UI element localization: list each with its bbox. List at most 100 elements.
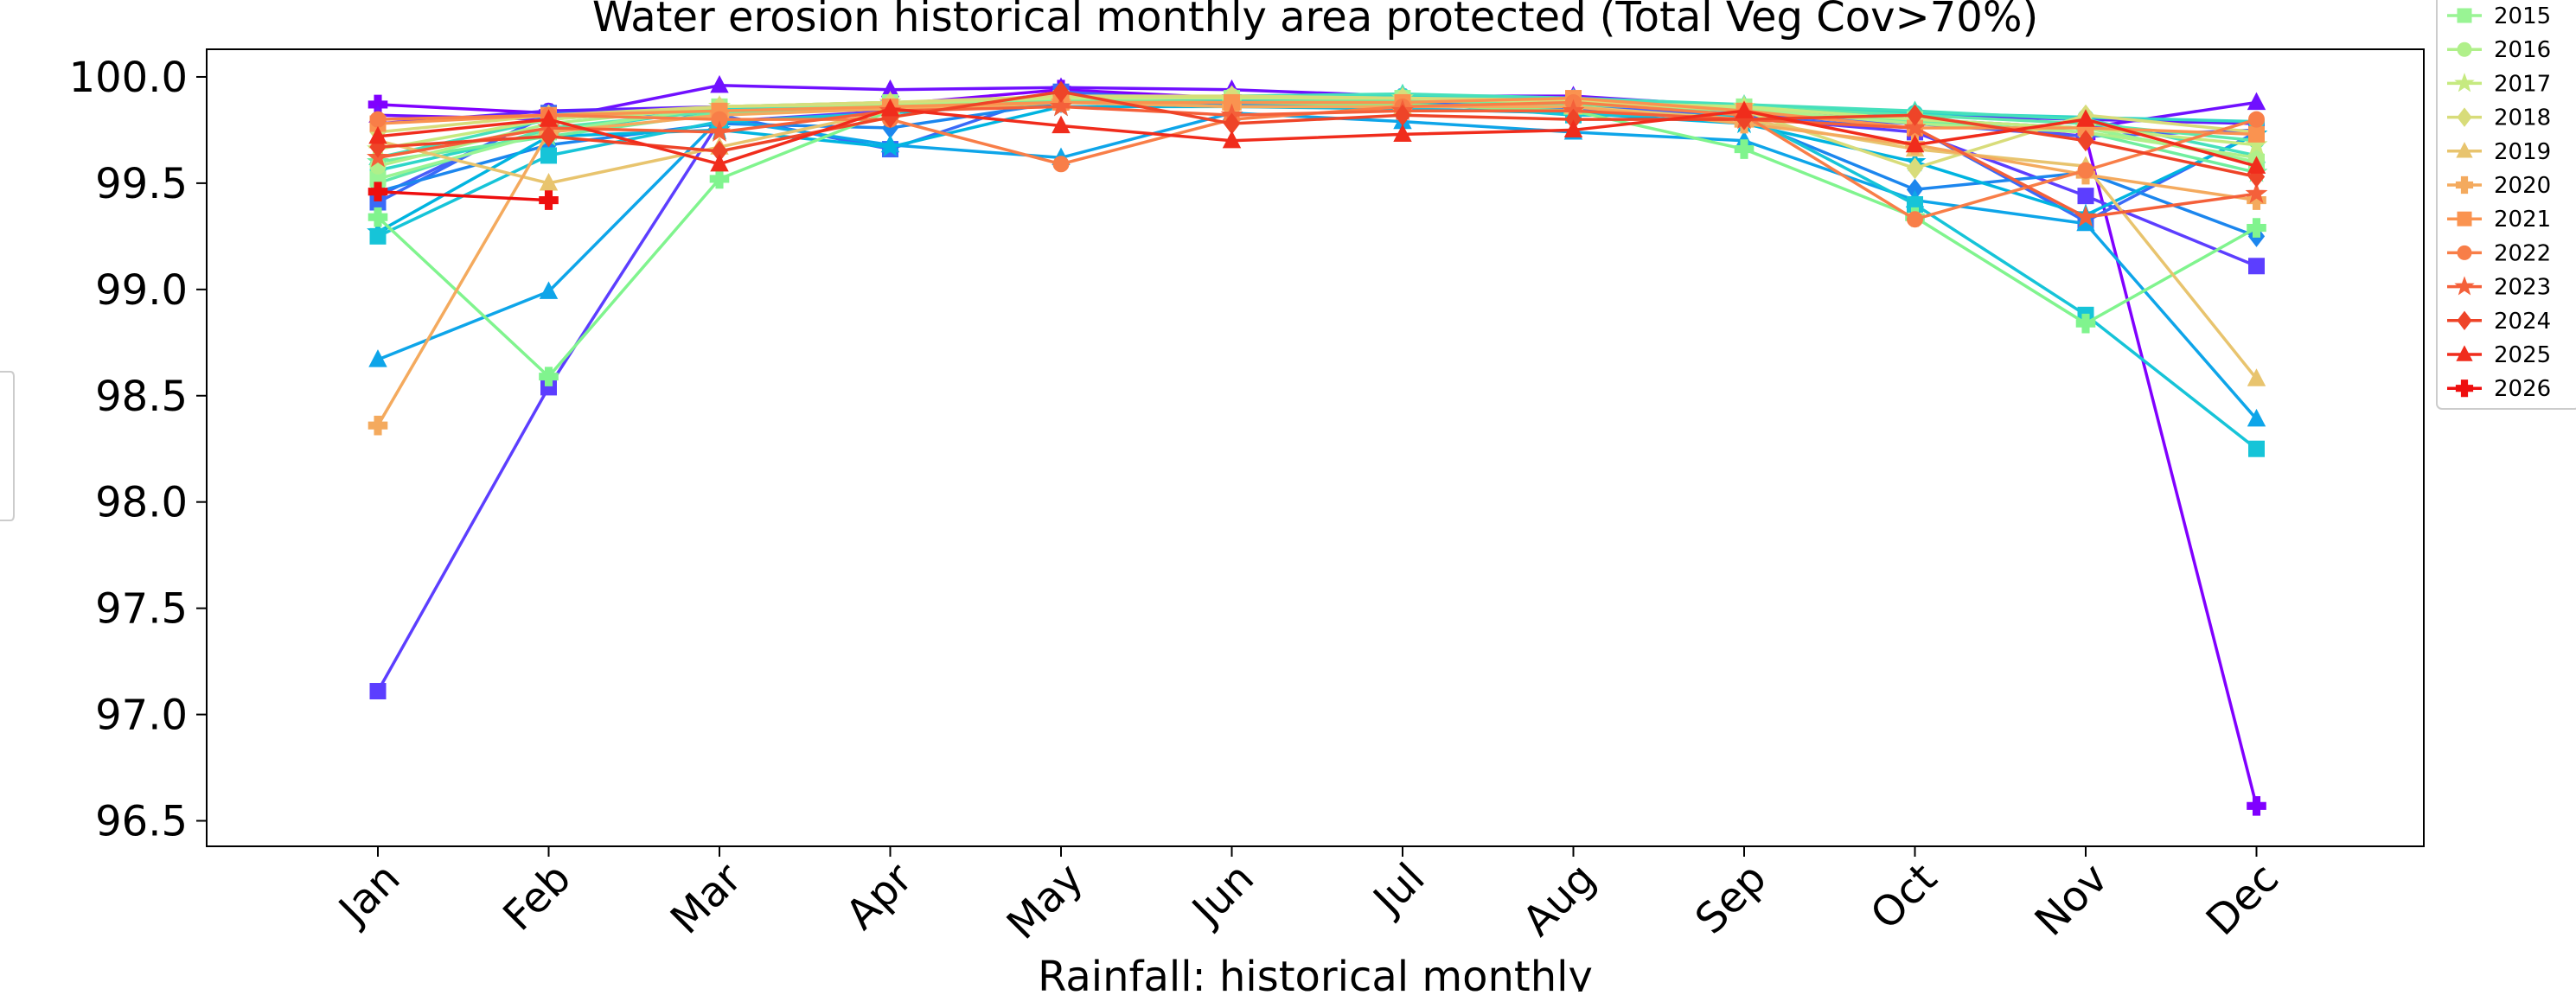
data-point xyxy=(2247,408,2266,427)
legend-entry: 2015 xyxy=(2447,3,2551,29)
series-2000 xyxy=(368,80,2266,816)
chart-title: Water erosion historical monthly area pr… xyxy=(592,0,2038,41)
y-tick-label: 99.5 xyxy=(95,160,188,208)
data-point xyxy=(540,147,557,164)
legend-label: 2016 xyxy=(2494,37,2551,63)
data-point xyxy=(1907,211,1923,228)
series-line xyxy=(377,105,2257,220)
x-tick-label: Feb xyxy=(494,854,580,941)
series-line xyxy=(377,87,2259,807)
legend-marker xyxy=(2454,276,2475,296)
legend-marker xyxy=(2456,345,2473,361)
data-point xyxy=(369,111,387,128)
legend-label: 2023 xyxy=(2494,275,2551,301)
x-axis-label: Rainfall: historical monthly xyxy=(1038,953,1593,992)
x-tick-label: Dec xyxy=(2197,854,2288,945)
legend-label: 2015 xyxy=(2494,3,2551,29)
data-point xyxy=(1735,100,1754,118)
data-point xyxy=(1905,134,1925,153)
data-point xyxy=(709,169,730,189)
data-point xyxy=(880,98,900,117)
legend-label: 2025 xyxy=(2494,342,2551,368)
y-tick-label: 97.5 xyxy=(95,585,188,634)
data-point xyxy=(539,173,559,191)
series-line xyxy=(376,100,2258,692)
legend-marker xyxy=(2457,310,2472,331)
legend-label: 2026 xyxy=(2494,376,2551,402)
data-point xyxy=(708,120,731,142)
y-tick-label: 100.0 xyxy=(69,54,188,102)
data-point xyxy=(1906,157,1924,180)
y-tick-label: 99.0 xyxy=(95,266,188,315)
x-tick-label: Apr xyxy=(837,854,923,940)
legend-label: 2018 xyxy=(2494,105,2551,131)
series-line xyxy=(377,94,2257,170)
series-line xyxy=(377,100,2258,380)
data-point xyxy=(2076,109,2095,127)
x-tick-label: May xyxy=(998,854,1093,949)
data-point xyxy=(2248,258,2265,275)
data-point xyxy=(368,182,388,202)
legend-marker xyxy=(2454,73,2475,92)
y-tick-label: 98.5 xyxy=(95,373,188,421)
series-2007 xyxy=(368,102,2266,427)
legend-entry: 2022 xyxy=(2447,240,2551,266)
legend-box-edge xyxy=(0,371,15,521)
legend-label: 2022 xyxy=(2494,240,2551,266)
legend-marker xyxy=(2457,211,2472,226)
legend-entry: 2025 xyxy=(2447,342,2551,368)
legend: 2015 2016 2017 2018 2019 2020 2021 2022 2023 2024… xyxy=(2436,0,2576,410)
data-point xyxy=(368,349,387,367)
data-point xyxy=(1393,124,1412,142)
data-point xyxy=(539,281,559,299)
cropped-legend-fragment xyxy=(0,371,15,521)
data-point xyxy=(1222,130,1242,149)
data-point xyxy=(2245,182,2268,204)
legend-marker xyxy=(2456,142,2473,158)
x-tick-label: Jul xyxy=(1363,854,1435,926)
data-point xyxy=(368,415,388,436)
series-line xyxy=(377,90,2257,179)
legend-entry: 2026 xyxy=(2447,376,2551,402)
legend-marker xyxy=(2457,8,2472,23)
legend-marker xyxy=(2455,175,2474,195)
data-point xyxy=(369,683,387,700)
data-point xyxy=(2248,125,2265,143)
legend-label: 2017 xyxy=(2494,71,2551,97)
data-point xyxy=(2248,111,2265,128)
legend-entry: 2018 xyxy=(2447,105,2551,131)
data-point xyxy=(1050,94,1072,117)
data-point xyxy=(2247,218,2266,238)
data-point xyxy=(540,125,558,148)
legend-marker xyxy=(2455,380,2474,398)
legend-box xyxy=(2436,0,2576,410)
series-group xyxy=(367,74,2268,816)
data-point xyxy=(2247,795,2266,816)
data-point xyxy=(710,153,729,172)
data-point xyxy=(2075,313,2096,334)
series-line xyxy=(377,96,2257,137)
legend-entry: 2021 xyxy=(2447,207,2551,233)
x-tick-label: Oct xyxy=(1862,854,1946,939)
data-point xyxy=(1906,104,1924,126)
series-line xyxy=(377,99,2258,450)
data-point xyxy=(2077,188,2094,205)
legend-entry: 2023 xyxy=(2447,275,2551,301)
data-point xyxy=(879,135,902,157)
data-point xyxy=(368,207,388,227)
legend-label: 2021 xyxy=(2494,207,2551,233)
data-point xyxy=(2247,368,2266,386)
axes: 96.5 97.0 97.5 98.0 98.5 99.0 99.5 100.0 Jan Feb M… xyxy=(69,48,2425,949)
data-point xyxy=(1734,139,1755,159)
data-point xyxy=(2074,205,2097,227)
legend-marker xyxy=(2457,41,2472,57)
data-point xyxy=(539,109,559,127)
data-point xyxy=(1052,80,1070,103)
x-tick-label: Sep xyxy=(1686,854,1776,944)
y-tick-label: 96.5 xyxy=(95,797,188,845)
series-line xyxy=(377,107,2257,168)
x-tick-label: Mar xyxy=(662,854,751,944)
x-tick-label: Jun xyxy=(1181,854,1263,936)
data-point xyxy=(1052,156,1070,173)
